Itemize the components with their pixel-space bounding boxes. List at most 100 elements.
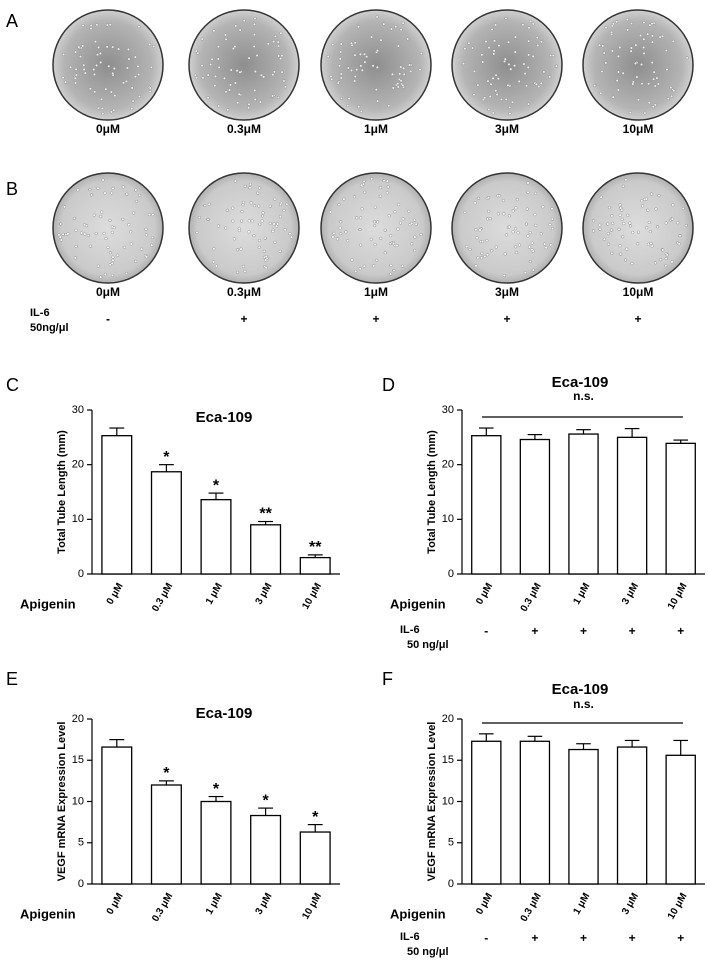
cell — [240, 210, 244, 214]
cell — [650, 192, 654, 196]
cell — [133, 55, 137, 59]
cell — [408, 63, 412, 67]
cell — [661, 248, 665, 252]
cell — [207, 202, 211, 206]
cell — [125, 271, 129, 275]
cell — [278, 249, 282, 253]
chart-title: Eca-109 — [552, 681, 609, 698]
cell — [389, 263, 393, 267]
cell — [268, 221, 272, 225]
y-axis-label: VEGF mRNA Expression Level — [426, 722, 438, 882]
cell — [350, 68, 354, 72]
bar — [200, 800, 232, 885]
bar — [250, 524, 282, 575]
cell — [508, 112, 512, 116]
cell — [515, 251, 519, 255]
cell — [277, 96, 281, 100]
cell — [527, 53, 531, 57]
cell — [631, 82, 635, 86]
cell — [264, 258, 268, 262]
il6-sign: - — [484, 624, 488, 638]
cell — [339, 96, 343, 100]
cell — [598, 227, 602, 231]
cell — [236, 101, 240, 105]
cell — [537, 85, 541, 89]
cell — [487, 46, 491, 50]
cell — [610, 24, 614, 28]
cell — [111, 45, 115, 49]
cell — [597, 43, 601, 47]
cell — [108, 218, 112, 222]
cell — [465, 245, 469, 249]
cell — [666, 97, 670, 101]
cell — [476, 83, 480, 87]
cell — [507, 62, 511, 66]
cell — [233, 81, 237, 85]
cell — [206, 73, 210, 77]
y-tick-label: 20 — [442, 713, 454, 725]
cell — [125, 66, 129, 70]
cell — [273, 34, 277, 38]
cell — [278, 215, 282, 219]
cell — [649, 242, 653, 246]
cell — [130, 107, 134, 111]
cell — [336, 81, 340, 85]
cell — [636, 242, 640, 246]
cell — [231, 219, 235, 223]
cell — [395, 244, 399, 248]
il6-sign: + — [634, 312, 641, 326]
cell — [79, 231, 83, 235]
cell — [525, 84, 529, 88]
cell — [111, 255, 115, 259]
cell — [138, 193, 142, 197]
cell — [76, 188, 80, 192]
cell — [234, 24, 238, 28]
cell — [148, 90, 152, 94]
cell — [656, 82, 660, 86]
cell — [103, 191, 107, 195]
image-label: 1μM — [364, 122, 388, 136]
panel-letter: D — [382, 375, 395, 395]
cell — [385, 191, 389, 195]
y-tick-label: 30 — [72, 404, 84, 416]
cell — [253, 16, 257, 20]
cell — [615, 20, 619, 24]
cell — [103, 272, 107, 276]
cell — [378, 194, 382, 198]
y-tick-label: 10 — [442, 513, 454, 525]
cell — [349, 41, 353, 45]
cell — [551, 227, 555, 231]
cell — [359, 109, 363, 113]
cell — [646, 242, 650, 246]
cell — [419, 52, 423, 56]
il6-sign: + — [372, 312, 379, 326]
cell — [243, 269, 247, 273]
cell — [107, 64, 111, 68]
cell — [362, 264, 366, 268]
cell — [151, 213, 155, 217]
cell — [206, 96, 210, 100]
cell — [648, 230, 652, 234]
cell — [509, 67, 513, 71]
cell — [650, 40, 654, 44]
cell — [618, 244, 622, 248]
cell — [504, 97, 508, 101]
cell — [73, 256, 77, 260]
x-tick-label: 1 μM — [571, 891, 592, 916]
y-axis-label: Total Tube Length (mm) — [56, 430, 68, 554]
cell — [105, 23, 109, 27]
cell — [419, 233, 423, 237]
micrograph — [451, 172, 563, 284]
row-label: Apigenin — [390, 906, 446, 921]
cell — [646, 208, 650, 212]
cell — [494, 23, 498, 27]
cell — [489, 82, 493, 86]
cell — [108, 263, 112, 267]
x-tick-label: 10 μM — [666, 581, 690, 611]
x-tick-label: 0.3 μM — [150, 581, 175, 613]
cell — [394, 25, 398, 29]
cell — [126, 47, 130, 51]
cell — [647, 101, 651, 105]
cell — [273, 197, 277, 201]
cell — [653, 84, 657, 88]
